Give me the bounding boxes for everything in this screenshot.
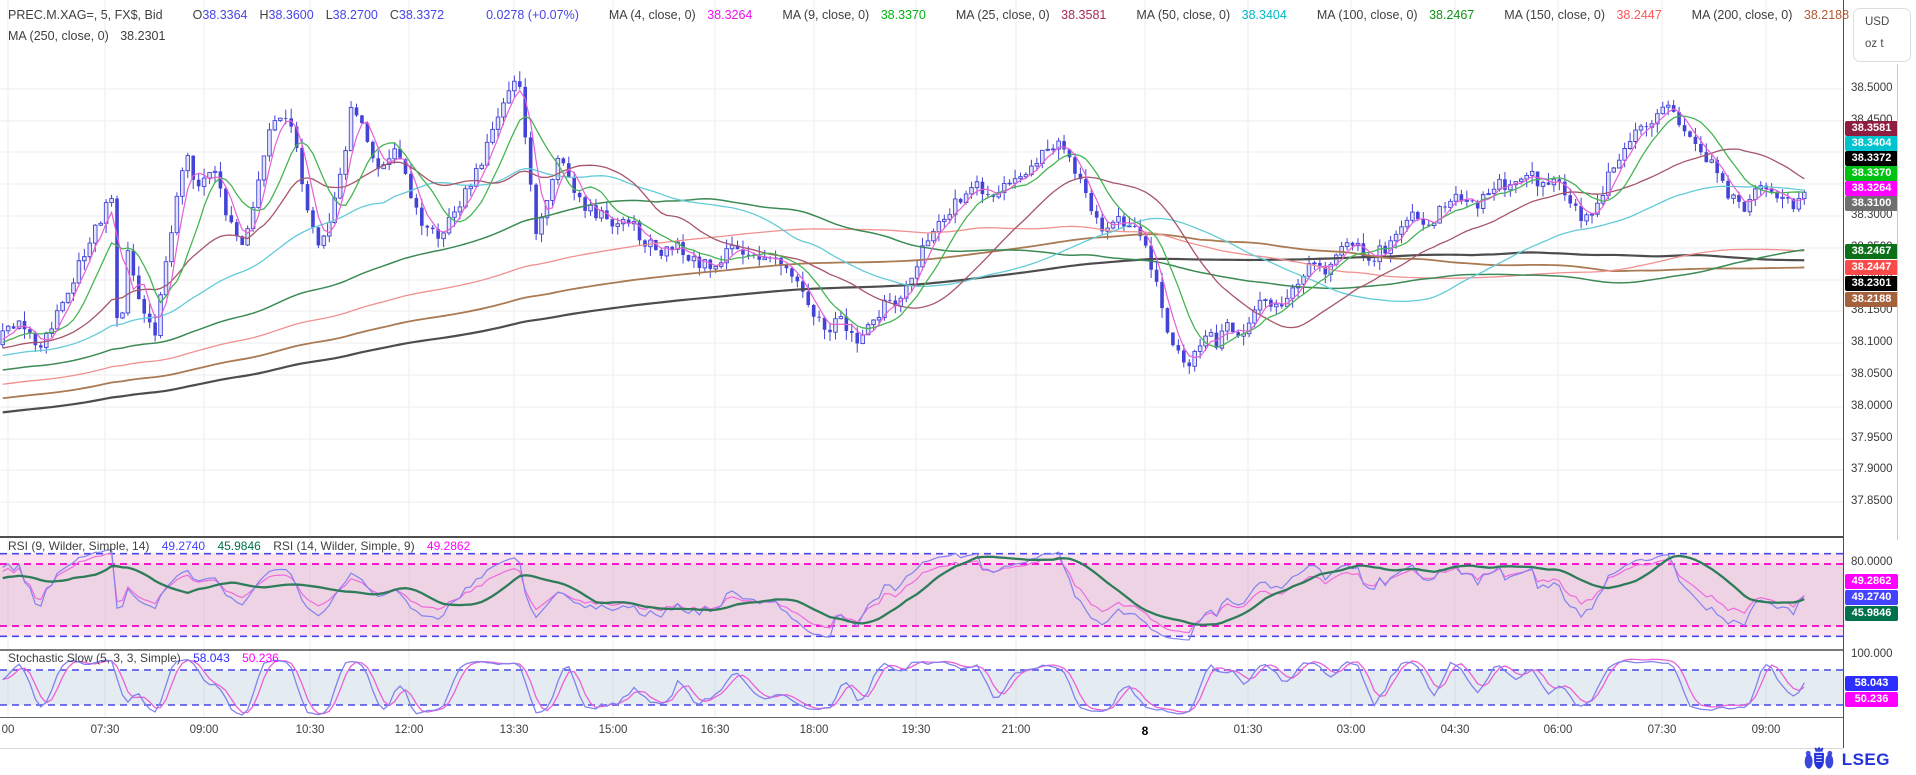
change-value: 0.0278 (+0.07%)	[486, 8, 579, 22]
price-badge: 49.2740	[1845, 589, 1898, 605]
price-badge: 50.236	[1845, 691, 1898, 707]
time-tick-label: 12:00	[394, 724, 424, 736]
ohlc-group: O38.3364 H38.3600 L38.2700 C38.3372	[193, 5, 457, 26]
price-badge: 38.2188	[1845, 291, 1898, 307]
ohlc-item: H38.3600	[259, 8, 314, 22]
unit-label: oz t	[1865, 38, 1884, 50]
stochastic-k-value: 58.043	[193, 651, 230, 665]
ma-legend-item: MA (25, close, 0) 38.3581	[955, 8, 1107, 22]
rsi-label-2: RSI (14, Wilder, Simple, 9)	[273, 539, 415, 553]
time-tick-label: 07:30	[1647, 724, 1677, 736]
price-chart-canvas[interactable]	[0, 0, 1843, 750]
rsi-value-2: 45.9846	[217, 539, 261, 553]
ohlc-item: O38.3364	[192, 8, 248, 22]
ma-legend-item: MA (200, close, 0) 38.2188	[1691, 8, 1850, 22]
price-badge: 38.3404	[1845, 135, 1898, 151]
price-badge: 49.2862	[1845, 573, 1898, 589]
rsi-label: RSI (9, Wilder, Simple, 14)	[8, 539, 150, 553]
price-axis-label: 37.9500	[1851, 432, 1893, 444]
ma-legend-row: MA (4, close, 0) 38.3264 MA (9, close, 0)…	[609, 5, 1879, 26]
stochastic-label: Stochastic Slow (5, 3, 3, Simple)	[8, 651, 181, 665]
time-tick-label: 15:00	[598, 724, 628, 736]
unit-box: USD oz t	[1853, 8, 1911, 62]
price-axis-label: 38.5000	[1851, 82, 1893, 94]
ma-legend-item: MA (150, close, 0) 38.2447	[1504, 8, 1662, 22]
price-badge: 58.043	[1845, 675, 1898, 691]
header-row-1: PREC.M.XAG=, 5, FX$, Bid O38.3364 H38.360…	[8, 5, 1879, 26]
lseg-logo-text: LSEG	[1841, 749, 1890, 769]
stochastic-d-value: 50.236	[242, 651, 279, 665]
ohlc-item: L38.2700	[325, 8, 378, 22]
ma-legend-item: MA (250, close, 0) 38.2301	[8, 29, 166, 43]
candlesticks	[0, 71, 1807, 414]
time-tick-label: 10:30	[295, 724, 325, 736]
time-tick-label: 19:30	[901, 724, 931, 736]
price-badge: 45.9846	[1845, 605, 1898, 621]
price-header: PREC.M.XAG=, 5, FX$, Bid O38.3364 H38.360…	[8, 5, 1879, 47]
price-axis-label: 38.0500	[1851, 368, 1893, 380]
price-badge: 38.2447	[1845, 259, 1898, 275]
price-axis-label: 38.3000	[1851, 209, 1893, 221]
time-tick-label: 16:30	[700, 724, 730, 736]
price-axis-column[interactable]: USD oz t 38.500038.450038.400038.350038.…	[1843, 0, 1916, 748]
header-row-2: MA (250, close, 0) 38.2301	[8, 26, 1879, 47]
time-tick-label: 03:00	[1336, 724, 1366, 736]
time-tick-label: 18:00	[799, 724, 829, 736]
price-badge: 38.2467	[1845, 243, 1898, 259]
time-tick-label: 01:30	[1233, 724, 1263, 736]
price-badge: 38.3581	[1845, 120, 1898, 136]
time-tick-label: 06:00	[1543, 724, 1573, 736]
stochastic-lines	[2, 658, 1805, 716]
ma-legend-item: MA (9, close, 0) 38.3370	[782, 8, 926, 22]
price-badge: 38.2301	[1845, 275, 1898, 291]
price-badge: 38.3370	[1845, 165, 1898, 181]
rsi-header: RSI (9, Wilder, Simple, 14) 49.2740 45.9…	[8, 539, 479, 553]
instrument-label: PREC.M.XAG=, 5, FX$, Bid	[8, 8, 163, 22]
rsi-value-1: 49.2740	[161, 539, 206, 553]
rsi-value-3: 49.2862	[426, 539, 471, 553]
price-badge: 38.3264	[1845, 180, 1898, 196]
time-tick-label: 09:00	[1751, 724, 1781, 736]
lseg-logo-icon	[1804, 747, 1834, 770]
time-tick-label: 21:00	[1001, 724, 1031, 736]
price-badge: 38.3372	[1845, 150, 1898, 166]
price-axis-label: 38.0000	[1851, 400, 1893, 412]
time-tick-label: 00	[1, 724, 15, 736]
ma-legend-item: MA (4, close, 0) 38.3264	[608, 8, 753, 22]
price-badge: 38.3100	[1845, 195, 1898, 211]
price-axis-label: 37.9000	[1851, 463, 1893, 475]
ma-legend-row-2: MA (250, close, 0) 38.2301	[8, 26, 195, 47]
price-axis-label: 38.1500	[1851, 304, 1893, 316]
time-axis[interactable]: 00 07:30 09:00 10:30 12:00 13:30 15:00 16:30 18:…	[0, 718, 1843, 749]
ma-legend-item: MA (50, close, 0) 38.3404	[1136, 8, 1287, 22]
time-tick-label: 8	[1141, 724, 1149, 738]
ma-legend-item: MA (100, close, 0) 38.2467	[1316, 8, 1475, 22]
time-tick-label: 04:30	[1440, 724, 1470, 736]
time-tick-label: 13:30	[499, 724, 529, 736]
time-tick-label: 09:00	[189, 724, 219, 736]
lseg-logo: LSEG	[1803, 747, 1890, 772]
axis-column-border	[1897, 64, 1898, 540]
currency-label: USD	[1865, 16, 1890, 28]
price-axis-label: 38.1000	[1851, 336, 1893, 348]
rsi-lines	[2, 549, 1805, 641]
rsi-axis-label: 80.0000	[1851, 556, 1893, 568]
price-axis-label: 37.8500	[1851, 495, 1893, 507]
ohlc-item: C38.3372	[389, 8, 445, 22]
time-tick-label: 07:30	[90, 724, 120, 736]
stochastic-axis-label: 100.000	[1851, 648, 1893, 660]
stochastic-header: Stochastic Slow (5, 3, 3, Simple) 58.043…	[8, 651, 288, 665]
